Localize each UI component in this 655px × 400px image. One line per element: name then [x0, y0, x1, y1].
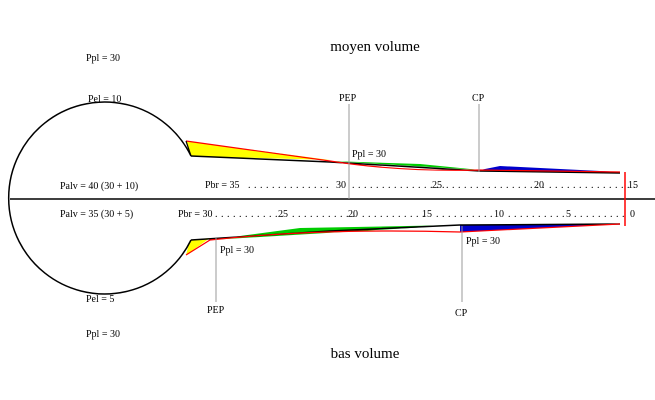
upper-cp-label: CP: [472, 93, 485, 104]
lower-dots-2: . . . . . . . . . . .: [292, 209, 355, 220]
upper-pep-label: PEP: [339, 93, 357, 104]
lower-dots-4: . . . . . . . . . .: [436, 209, 493, 220]
lower-ppl-outside: Ppl = 30: [86, 329, 120, 340]
upper-pbr-label: Pbr = 35: [205, 180, 240, 191]
lower-pbr-label: Pbr = 30: [178, 209, 213, 220]
lower-ppl-airway-left: Ppl = 30: [220, 245, 254, 256]
alveolus-outline: [7, 101, 192, 295]
lower-dots-6: . . . . . . . . .: [574, 209, 625, 220]
upper-wall-cap: [185, 140, 192, 157]
lower-tick-5: 5: [566, 209, 571, 220]
title-bottom: bas volume: [331, 346, 400, 362]
lower-dots-3: . . . . . . . . . . .: [362, 209, 425, 220]
upper-tick-30: 30: [336, 180, 346, 191]
upper-dots-2: . . . . . . . . . . . . . . . .: [352, 180, 445, 191]
upper-tick-20: 20: [534, 180, 544, 191]
upper-dots-4: . . . . . . . . . . . . . . .: [549, 180, 636, 191]
lower-green-zone: [210, 225, 460, 240]
lower-palv: Palv = 35 (30 + 5): [60, 209, 133, 220]
lower-dots-5: . . . . . . . . . .: [508, 209, 565, 220]
upper-palv: Palv = 40 (30 + 10): [60, 181, 138, 192]
lower-cp-label: CP: [455, 308, 468, 319]
upper-ppl-outside: Ppl = 30: [86, 53, 120, 64]
lower-ppl-airway-right: Ppl = 30: [466, 236, 500, 247]
upper-pressure-curve: [185, 140, 621, 173]
upper-dots-1: . . . . . . . . . . . . . .: [248, 180, 329, 191]
lower-tick-15: 15: [422, 209, 432, 220]
upper-green-zone: [330, 161, 480, 170]
lower-pel: Pel = 5: [86, 294, 114, 305]
lower-tick-25: 25: [278, 209, 288, 220]
lower-tick-0: 0: [630, 209, 635, 220]
lower-tick-20: 20: [348, 209, 358, 220]
upper-tick-25: 25: [432, 180, 442, 191]
lower-tick-10: 10: [494, 209, 504, 220]
upper-pel: Pel = 10: [88, 94, 121, 105]
upper-airway-wall: [190, 155, 621, 174]
lower-pep-label: PEP: [207, 305, 225, 316]
lower-pressure-curve: [185, 223, 621, 256]
lower-dots-1: . . . . . . . . . . . .: [215, 209, 284, 220]
upper-tick-15: 15: [628, 180, 638, 191]
upper-ppl-airway: Ppl = 30: [352, 149, 386, 160]
upper-dots-3: . . . . . . . . . . . . . . . . .: [446, 180, 545, 191]
title-top: moyen volume: [330, 39, 420, 55]
